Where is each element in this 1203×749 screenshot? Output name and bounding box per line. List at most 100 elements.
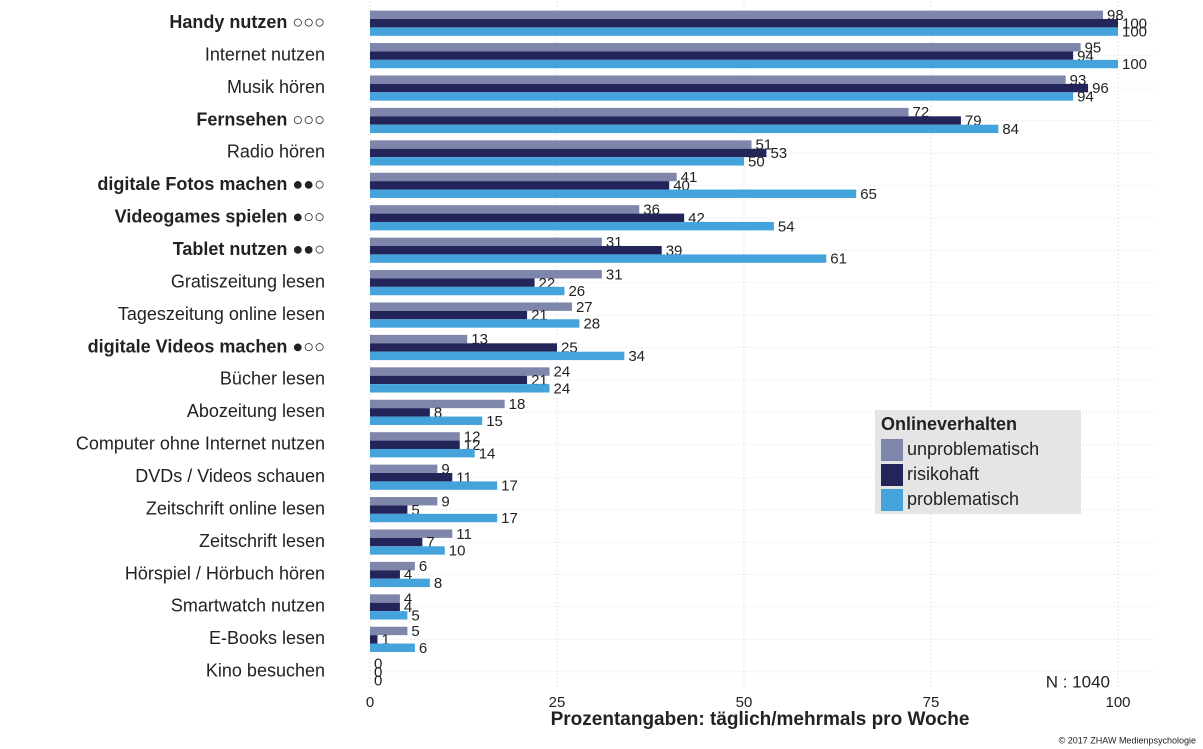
bar bbox=[370, 416, 483, 425]
y-tick-label: E-Books lesen bbox=[209, 628, 325, 648]
legend-box bbox=[875, 410, 1081, 514]
value-label: 26 bbox=[568, 283, 585, 300]
bar bbox=[370, 254, 827, 263]
bar bbox=[370, 205, 640, 214]
y-tick-label: Zeitschrift lesen bbox=[199, 531, 325, 551]
value-label: 27 bbox=[576, 299, 593, 316]
bar bbox=[370, 116, 961, 125]
value-label: 5 bbox=[411, 502, 419, 519]
bar bbox=[370, 286, 565, 296]
bar bbox=[370, 432, 460, 441]
bar bbox=[370, 59, 1118, 69]
value-label: 17 bbox=[501, 478, 518, 495]
legend-label: unproblematisch bbox=[907, 439, 1039, 459]
x-tick-label: 25 bbox=[549, 694, 566, 711]
x-tick-label: 50 bbox=[736, 694, 753, 711]
value-label: 94 bbox=[1077, 89, 1094, 106]
value-label: 100 bbox=[1122, 56, 1147, 73]
value-label: 4 bbox=[404, 599, 412, 616]
value-label: 0 bbox=[374, 664, 382, 681]
y-tick-label: Abozeitung lesen bbox=[187, 401, 325, 421]
value-label: 17 bbox=[501, 510, 518, 527]
bar bbox=[370, 246, 662, 255]
y-tick-label: digitale Fotos machen ●●○ bbox=[97, 174, 325, 194]
y-tick-label: Zeitschrift online lesen bbox=[146, 498, 325, 518]
value-label: 12 bbox=[464, 429, 481, 446]
bar bbox=[370, 464, 438, 474]
legend-swatch bbox=[881, 489, 903, 511]
bar bbox=[370, 124, 999, 134]
bar bbox=[370, 399, 505, 409]
bar bbox=[370, 43, 1081, 52]
value-label: 0 bbox=[374, 656, 382, 673]
legend-swatch bbox=[881, 464, 903, 486]
y-tick-label: Videogames spielen ●○○ bbox=[115, 207, 325, 227]
bar bbox=[370, 237, 602, 247]
value-label: 18 bbox=[509, 396, 526, 413]
value-label: 4 bbox=[404, 591, 412, 608]
value-label: 0 bbox=[374, 672, 382, 689]
value-label: 100 bbox=[1122, 15, 1147, 32]
y-tick-label: Handy nutzen ○○○ bbox=[169, 12, 325, 32]
bar bbox=[370, 537, 423, 547]
value-label: 14 bbox=[479, 445, 496, 462]
bar bbox=[370, 92, 1074, 101]
bar bbox=[370, 448, 475, 458]
x-axis-label: Prozentangaben: täglich/mehrmals pro Woc… bbox=[551, 709, 970, 730]
bar bbox=[370, 157, 744, 166]
y-tick-label: Hörspiel / Hörbuch hören bbox=[125, 563, 325, 583]
value-label: 7 bbox=[426, 534, 434, 551]
bar bbox=[370, 578, 430, 588]
bar bbox=[370, 594, 400, 603]
value-label: 11 bbox=[456, 526, 472, 543]
y-tick-label: Tageszeitung online lesen bbox=[118, 304, 325, 324]
y-tick-label: DVDs / Videos schauen bbox=[135, 466, 325, 486]
value-label: 8 bbox=[434, 404, 442, 421]
bar bbox=[370, 497, 438, 506]
bar bbox=[370, 189, 857, 198]
value-label: 5 bbox=[411, 623, 419, 640]
value-label: 1 bbox=[381, 631, 389, 648]
bar bbox=[370, 611, 408, 620]
legend-swatch bbox=[881, 439, 903, 461]
y-tick-label: Bücher lesen bbox=[220, 369, 325, 389]
bar bbox=[370, 351, 625, 361]
y-tick-label: Radio hören bbox=[227, 142, 325, 162]
value-label: 96 bbox=[1092, 80, 1109, 97]
x-tick-label: 75 bbox=[923, 694, 940, 711]
bar bbox=[370, 270, 602, 279]
bar bbox=[370, 505, 408, 514]
value-label: 15 bbox=[486, 413, 503, 430]
y-tick-label: Computer ohne Internet nutzen bbox=[76, 434, 325, 454]
bar bbox=[370, 10, 1104, 20]
value-label: 6 bbox=[419, 558, 427, 575]
value-label: 28 bbox=[583, 316, 600, 333]
value-label: 50 bbox=[748, 153, 765, 170]
bar bbox=[370, 513, 498, 523]
y-tick-label: Musik hören bbox=[227, 77, 325, 97]
value-label: 4 bbox=[404, 567, 412, 584]
bar bbox=[370, 107, 909, 117]
bar bbox=[370, 213, 685, 222]
bar bbox=[370, 140, 752, 149]
y-tick-label: Fernsehen ○○○ bbox=[196, 109, 325, 129]
bar bbox=[370, 310, 528, 320]
legend-title: Onlineverhalten bbox=[881, 414, 1017, 434]
value-label: 61 bbox=[830, 251, 847, 268]
value-label: 53 bbox=[770, 145, 787, 162]
bar bbox=[370, 384, 550, 393]
bar bbox=[370, 375, 528, 385]
bar bbox=[370, 529, 453, 538]
bar bbox=[370, 643, 415, 652]
bar bbox=[370, 367, 550, 376]
bar bbox=[370, 148, 767, 158]
y-tick-label: Tablet nutzen ●●○ bbox=[173, 239, 325, 259]
bar bbox=[370, 440, 460, 449]
value-label: 41 bbox=[681, 169, 698, 186]
bar bbox=[370, 75, 1066, 84]
value-label: 9 bbox=[441, 461, 449, 478]
y-tick-label: digitale Videos machen ●○○ bbox=[88, 336, 325, 356]
y-tick-label: Gratiszeitung lesen bbox=[171, 271, 325, 291]
value-label: 24 bbox=[554, 380, 571, 397]
x-tick-label: 100 bbox=[1105, 694, 1130, 711]
